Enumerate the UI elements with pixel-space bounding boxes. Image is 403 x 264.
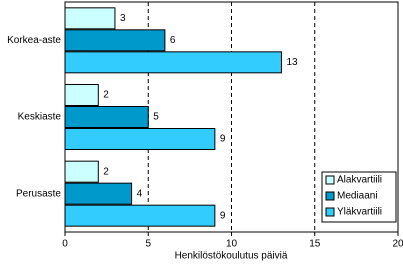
value-label: 13 bbox=[286, 57, 298, 68]
bar bbox=[64, 7, 116, 30]
value-label: 2 bbox=[103, 90, 109, 101]
x-tick-label: 10 bbox=[226, 239, 238, 250]
legend-swatch bbox=[325, 207, 335, 217]
legend-label: Alakvartiili bbox=[337, 175, 382, 186]
value-label: 9 bbox=[220, 134, 226, 145]
x-tick-label: 20 bbox=[392, 239, 403, 250]
value-label: 5 bbox=[153, 112, 159, 123]
value-label: 2 bbox=[103, 166, 109, 177]
legend-swatch bbox=[325, 191, 335, 201]
value-label: 6 bbox=[170, 35, 176, 46]
value-label: 4 bbox=[137, 188, 143, 199]
bar bbox=[64, 160, 99, 183]
bar bbox=[64, 204, 216, 227]
plot-frame bbox=[64, 1, 399, 233]
x-tick-label: 5 bbox=[145, 239, 151, 250]
y-tick-label: Korkea-aste bbox=[7, 35, 61, 46]
legend-label: Yläkvartiili bbox=[337, 207, 382, 218]
x-tick-label: 15 bbox=[309, 239, 321, 250]
bar bbox=[64, 84, 99, 106]
legend-swatch bbox=[325, 175, 335, 185]
y-tick-label: Keskiaste bbox=[18, 112, 62, 123]
x-axis-label: Henkilöstökoulutus päiviä bbox=[175, 251, 288, 262]
bar bbox=[64, 106, 149, 128]
bar bbox=[64, 128, 216, 150]
bar bbox=[64, 51, 282, 74]
bar bbox=[64, 182, 133, 205]
value-label: 9 bbox=[220, 210, 226, 221]
legend-label: Mediaani bbox=[337, 191, 378, 202]
bar bbox=[64, 29, 166, 52]
x-tick-label: 0 bbox=[62, 239, 68, 250]
value-label: 3 bbox=[120, 13, 126, 24]
y-tick-label: Perusaste bbox=[16, 188, 61, 199]
